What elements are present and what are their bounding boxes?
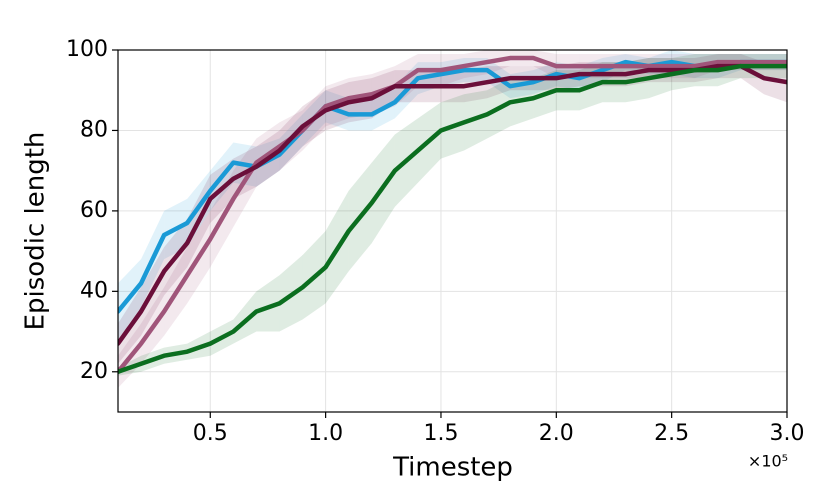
- series-line: [118, 55, 787, 375]
- x-tick-label: 1.0: [308, 421, 343, 446]
- x-tick-label: 1.5: [423, 421, 458, 446]
- y-axis-label: Episodic length: [21, 132, 51, 331]
- band-segment: [233, 291, 257, 344]
- y-tick-label: 40: [80, 278, 108, 303]
- series-line: [118, 59, 787, 314]
- x-tick-label: 0.5: [193, 421, 228, 446]
- plot-frame: [117, 49, 788, 413]
- band-segment: [256, 275, 280, 332]
- x-multiplier: ×10⁵: [748, 452, 788, 471]
- x-tick-label: 2.5: [654, 421, 689, 446]
- x-tick-label: 3.0: [770, 421, 805, 446]
- y-tick-label: 60: [80, 198, 108, 223]
- series-line: [118, 63, 787, 346]
- x-axis-label: Timestep: [392, 453, 513, 483]
- y-tick-label: 100: [66, 37, 108, 62]
- y-tick-label: 20: [80, 359, 108, 384]
- x-tick-label: 2.0: [539, 421, 574, 446]
- y-tick-label: 80: [80, 117, 108, 142]
- series-line: [118, 63, 787, 375]
